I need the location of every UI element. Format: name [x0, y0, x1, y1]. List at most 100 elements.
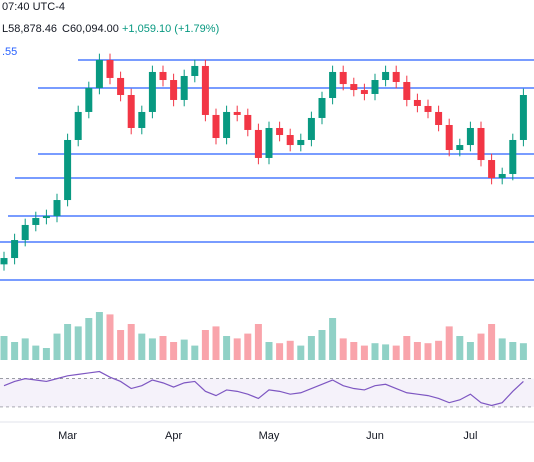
- volume-bar: [180, 339, 188, 360]
- candle-body: [74, 111, 82, 140]
- candle-body: [350, 84, 358, 91]
- volume-bar: [403, 336, 411, 360]
- candle-body: [95, 59, 103, 88]
- candle-body: [382, 71, 390, 81]
- candle-body: [371, 80, 379, 94]
- candle-body: [466, 127, 474, 146]
- volume-bar: [466, 342, 474, 360]
- volume-bar: [297, 345, 305, 360]
- candle-body: [223, 111, 231, 139]
- volume-bar: [85, 318, 93, 360]
- volume-bar: [350, 342, 358, 360]
- volume-bar: [329, 318, 337, 360]
- candle-body: [339, 71, 347, 85]
- candle-body: [106, 59, 114, 78]
- volume-bar: [11, 342, 19, 360]
- candle-body: [360, 90, 368, 94]
- volume-bar: [435, 340, 443, 360]
- x-tick-label: Apr: [165, 430, 182, 442]
- candle-body: [286, 135, 294, 146]
- volume-bar: [286, 340, 294, 360]
- close-label: C60,094.00: [62, 23, 119, 35]
- x-tick-label: Jul: [463, 430, 477, 442]
- volume-bar: [0, 336, 8, 360]
- low-label: L58,878.46: [2, 23, 57, 35]
- volume-bar: [509, 342, 517, 360]
- volume-bar: [318, 330, 326, 360]
- volume-bar: [42, 348, 50, 360]
- volume-bar: [53, 333, 61, 360]
- volume-bar: [488, 324, 496, 360]
- candle-body: [180, 75, 188, 100]
- volume-bar: [477, 333, 485, 360]
- candle-body: [276, 127, 284, 136]
- candle-body: [244, 114, 252, 130]
- candle-body: [117, 77, 125, 96]
- candle-body: [392, 71, 400, 82]
- volume-bar: [519, 343, 527, 360]
- volume-bar: [244, 333, 252, 360]
- volume-bar: [254, 324, 262, 360]
- candle-body: [148, 71, 156, 112]
- volume-bar: [339, 338, 347, 360]
- volume-bar: [413, 342, 421, 360]
- volume-bar: [456, 336, 464, 360]
- candle-body: [519, 95, 527, 140]
- x-tick-label: May: [259, 430, 280, 442]
- volume-bar: [276, 343, 284, 360]
- candle-body: [456, 145, 464, 151]
- volume-bar: [106, 314, 114, 360]
- rsi-line: [3, 370, 524, 407]
- volume-bar: [127, 324, 135, 360]
- candle-body: [170, 80, 178, 100]
- candle-body: [307, 117, 315, 140]
- volume-bar: [117, 330, 125, 360]
- candle-body: [11, 240, 19, 259]
- volume-bar: [32, 345, 40, 360]
- volume-bar: [74, 326, 82, 360]
- volume-bar: [201, 330, 209, 360]
- volume-bar: [424, 343, 432, 360]
- candle-body: [254, 129, 262, 158]
- candle-body: [498, 173, 506, 179]
- candle-body: [53, 200, 61, 216]
- candle-body: [138, 111, 146, 128]
- candle-body: [21, 224, 29, 241]
- volume-bar: [233, 338, 241, 360]
- volume-bar: [498, 338, 506, 360]
- volume-bar: [392, 345, 400, 360]
- volume-bar: [21, 338, 29, 360]
- volume-bar: [445, 326, 453, 360]
- candle-body: [413, 99, 421, 106]
- volume-bar: [138, 333, 146, 360]
- volume-bar: [371, 343, 379, 360]
- candle-body: [488, 160, 496, 179]
- x-tick-label: Mar: [58, 430, 77, 442]
- candle-body: [85, 87, 93, 112]
- candle-body: [212, 114, 220, 139]
- candle-body: [233, 111, 241, 115]
- volume-bar: [191, 345, 199, 360]
- volume-bar: [307, 336, 315, 360]
- candle-body: [42, 215, 50, 219]
- candle-body: [265, 127, 273, 158]
- volume-bar: [223, 336, 231, 360]
- price-fragment: .55: [2, 46, 17, 58]
- candle-body: [159, 71, 167, 81]
- volume-bar: [95, 312, 103, 360]
- candle-body: [509, 139, 517, 174]
- candle-body: [64, 139, 72, 201]
- x-tick-label: Jun: [366, 430, 384, 442]
- candle-body: [32, 218, 40, 225]
- volume-bar: [64, 324, 72, 360]
- change-label: +1,059.10 (+1.79%): [122, 23, 219, 35]
- candle-body: [318, 98, 326, 118]
- candle-body: [0, 258, 8, 265]
- candle-body: [435, 111, 443, 125]
- volume-bar: [159, 336, 167, 360]
- candle-body: [403, 81, 411, 100]
- candle-body: [201, 65, 209, 115]
- rsi-band: [0, 378, 534, 407]
